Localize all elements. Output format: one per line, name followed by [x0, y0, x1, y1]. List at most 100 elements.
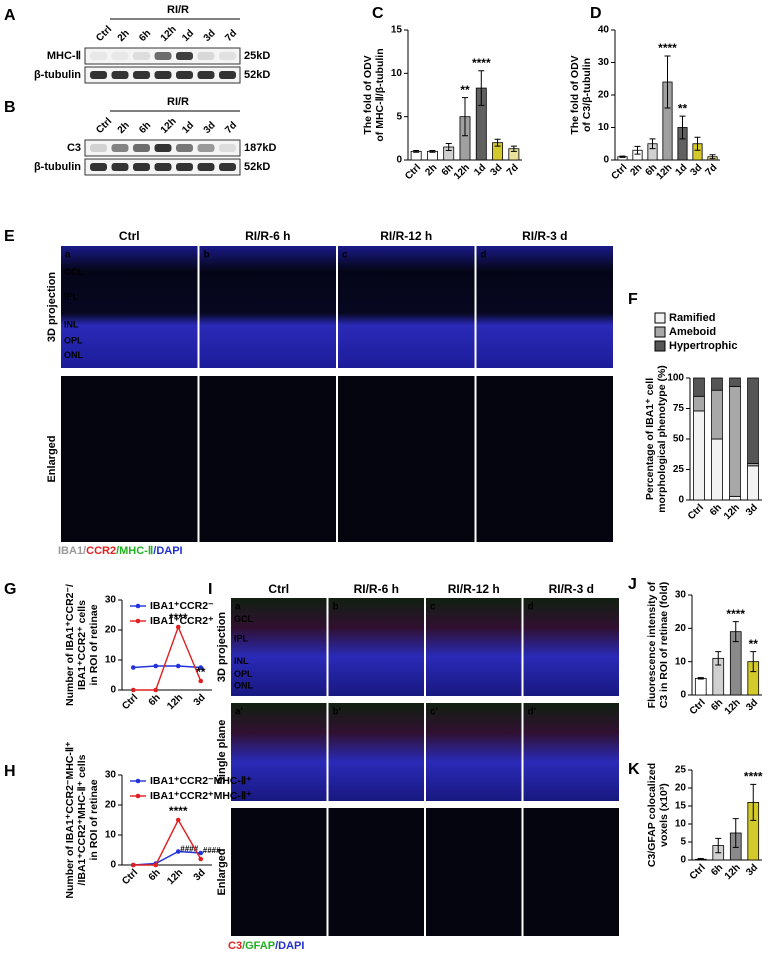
bar-segment	[693, 377, 705, 397]
panel-label: A	[4, 7, 16, 24]
blot-band	[176, 52, 193, 60]
panel-label: D	[590, 5, 602, 22]
lane-label: Ctrl	[94, 116, 114, 136]
y-tick-label: 10	[675, 656, 687, 667]
error-bar	[664, 55, 671, 109]
stain-part: /MHC-Ⅱ	[116, 545, 153, 557]
blot-band	[133, 71, 150, 79]
column-header: RI/R-3 d	[549, 582, 594, 596]
lane-label: 1d	[180, 28, 196, 44]
panel-label: K	[628, 761, 640, 778]
row-label: C3	[67, 142, 81, 154]
legend-label: Hypertrophic	[669, 340, 737, 352]
error-bar	[750, 783, 757, 821]
y-tick-label: 5	[396, 111, 402, 122]
lane-label: 7d	[223, 28, 239, 44]
micrograph	[476, 246, 613, 368]
row-label: Enlarged	[216, 848, 228, 895]
x-tick-label: 1d	[472, 162, 488, 178]
legend-marker	[135, 618, 141, 624]
y-axis-label: IBA1⁺CCR2⁺ cells	[76, 600, 88, 690]
legend-label: IBA1⁺CCR2⁺	[150, 615, 214, 627]
micrograph	[426, 703, 522, 801]
legend-marker	[135, 793, 141, 799]
micrograph	[426, 808, 522, 936]
micrograph	[199, 376, 336, 542]
y-tick-label: 0	[680, 855, 686, 866]
x-tick-label: 6h	[147, 867, 163, 883]
point	[175, 624, 181, 630]
panel-label: B	[4, 99, 16, 116]
point	[198, 856, 204, 862]
image-letter: b	[333, 602, 339, 613]
stain-legend: IBA1/CCR2/MHC-Ⅱ/DAPI	[58, 545, 183, 557]
micrograph	[231, 598, 327, 696]
error-bar	[510, 145, 517, 152]
y-tick-label: 10	[105, 830, 117, 841]
blot-band	[90, 71, 107, 79]
error-bar	[715, 837, 722, 854]
blot-band	[154, 144, 172, 152]
x-tick-label: 12h	[723, 697, 743, 717]
blot-band	[90, 163, 107, 171]
column-header: RI/R-12 h	[448, 582, 500, 596]
x-tick-label: Ctrl	[610, 162, 630, 182]
bar-segment	[729, 495, 741, 501]
x-tick-label: 1d	[673, 162, 689, 178]
y-tick-label: 25	[675, 765, 687, 776]
significance: ****	[658, 41, 677, 55]
y-tick-label: 10	[391, 68, 403, 79]
stain-part: /GFAP	[242, 940, 275, 952]
image-letter: b	[204, 250, 210, 261]
significance: ****	[472, 56, 491, 70]
y-tick-label: 30	[105, 595, 117, 606]
micrograph	[476, 376, 613, 542]
blot-band	[111, 71, 129, 79]
error-bar	[697, 858, 704, 861]
x-tick-label: 3d	[489, 162, 505, 178]
image-letter: c	[342, 250, 348, 261]
error-bar	[413, 149, 420, 153]
blot-band	[176, 144, 193, 152]
error-bar	[694, 136, 701, 151]
error-bar	[732, 818, 739, 848]
significance: ****	[169, 611, 188, 625]
panel-label: H	[4, 763, 16, 780]
significance: ####	[203, 846, 221, 855]
point	[153, 687, 159, 693]
bar-segment	[711, 389, 723, 440]
error-bar	[634, 145, 641, 155]
blot-band	[219, 52, 236, 60]
micrograph	[338, 246, 475, 368]
error-bar	[750, 651, 757, 673]
significance: **	[196, 665, 206, 679]
legend-swatch	[654, 326, 666, 338]
blot-band	[133, 163, 150, 171]
y-tick-label: 0	[678, 495, 684, 506]
x-tick-label: 2h	[423, 162, 439, 178]
blot-band	[111, 163, 129, 171]
micrograph	[338, 376, 475, 542]
layer-label: OPL	[64, 336, 83, 346]
error-bar	[429, 149, 436, 153]
column-header: Ctrl	[119, 229, 140, 243]
blot-band	[197, 71, 215, 79]
error-bar	[462, 97, 468, 137]
layer-label: IPL	[64, 292, 79, 302]
layer-label: IPL	[234, 634, 249, 644]
y-axis-label: C3 in ROI of retinae (fold)	[658, 582, 670, 709]
x-tick-label: 7d	[703, 162, 719, 178]
x-tick-label: 12h	[452, 162, 472, 182]
x-tick-label: 7d	[505, 162, 521, 178]
lane-label: Ctrl	[94, 24, 114, 44]
x-tick-label: 12h	[165, 867, 185, 887]
error-bar	[715, 651, 722, 666]
image-letter: d	[528, 602, 534, 613]
panel-label: G	[4, 581, 16, 598]
y-tick-label: 20	[105, 625, 117, 636]
x-tick-label: Ctrl	[688, 697, 708, 717]
lane-label: 2h	[116, 28, 132, 44]
column-header: Ctrl	[268, 582, 289, 596]
error-bar	[697, 677, 704, 680]
y-axis-label: Number of IBA1⁺CCR2⁻/	[64, 584, 76, 706]
